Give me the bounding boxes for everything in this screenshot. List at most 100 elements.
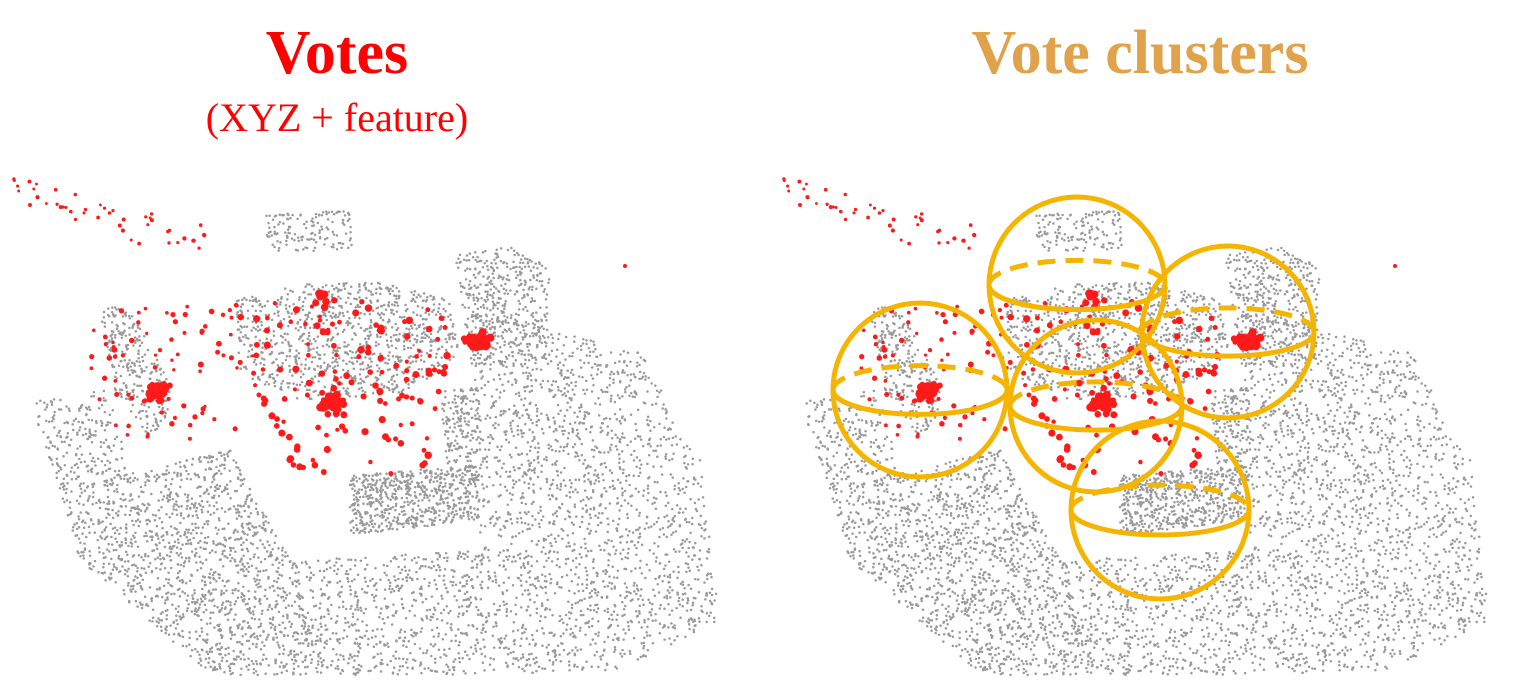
scene-point xyxy=(297,592,300,595)
scene-point xyxy=(280,671,284,674)
scene-point xyxy=(589,482,593,486)
scene-point xyxy=(401,577,405,581)
scene-point xyxy=(582,338,585,341)
scene-point xyxy=(608,502,612,505)
scene-point xyxy=(615,527,618,530)
scene-point xyxy=(269,626,273,629)
scene-point xyxy=(155,473,159,477)
scene-point xyxy=(480,377,483,380)
scene-point xyxy=(178,615,182,618)
scene-point xyxy=(478,466,482,470)
scene-point xyxy=(595,650,599,654)
scene-point xyxy=(179,534,182,538)
scene-point xyxy=(527,459,530,462)
scene-point xyxy=(578,599,582,602)
scene-point xyxy=(457,643,461,647)
scene-point xyxy=(432,612,435,616)
scene-point xyxy=(683,586,686,590)
scene-point xyxy=(479,318,483,322)
scene-point xyxy=(612,545,615,548)
scene-point xyxy=(251,377,254,381)
scene-point xyxy=(656,481,659,484)
scene-point xyxy=(257,375,260,379)
scene-point xyxy=(691,516,694,520)
scene-point xyxy=(359,381,362,385)
scene-point xyxy=(518,557,522,560)
scene-point xyxy=(700,535,703,538)
scene-point xyxy=(583,411,587,414)
scene-point xyxy=(568,397,571,400)
scene-point xyxy=(622,607,626,611)
scene-point xyxy=(256,574,259,577)
scene-point xyxy=(562,479,566,482)
scene-point xyxy=(528,570,532,573)
scene-point xyxy=(618,440,622,444)
scene-point xyxy=(345,362,348,366)
scene-point xyxy=(604,466,608,469)
scene-point xyxy=(609,351,613,354)
scene-point xyxy=(341,669,345,673)
scene-point xyxy=(579,609,583,613)
scene-point xyxy=(610,370,613,374)
scene-point xyxy=(635,592,638,596)
scene-point xyxy=(379,640,382,644)
scene-point xyxy=(582,417,586,420)
scene-point xyxy=(145,474,149,477)
scene-point xyxy=(391,289,394,293)
scene-point xyxy=(225,600,228,603)
scene-point xyxy=(652,522,656,526)
scene-point xyxy=(82,526,86,530)
scene-point xyxy=(437,551,440,555)
scene-point xyxy=(522,562,525,565)
scene-point xyxy=(335,561,338,564)
scene-point xyxy=(597,364,600,367)
scene-point xyxy=(490,395,494,398)
scene-point xyxy=(436,563,440,567)
scene-point xyxy=(491,325,494,329)
scene-point xyxy=(440,356,443,359)
scene-point xyxy=(150,599,153,603)
scene-point xyxy=(310,658,314,661)
scene-point xyxy=(523,669,526,673)
scene-point xyxy=(492,602,496,606)
scene-point xyxy=(239,657,243,661)
scene-point xyxy=(418,567,422,570)
scene-point xyxy=(378,616,381,619)
scene-point xyxy=(443,556,446,560)
scene-point xyxy=(657,576,661,579)
scene-point xyxy=(144,531,148,535)
scene-point xyxy=(357,387,361,391)
scene-point xyxy=(650,608,654,611)
scene-point xyxy=(391,390,395,394)
scene-point xyxy=(546,598,549,602)
scene-point xyxy=(328,365,332,368)
scene-point xyxy=(359,559,363,563)
scene-point xyxy=(424,557,428,561)
scene-point xyxy=(304,313,307,317)
scene-point xyxy=(186,496,189,499)
scene-point xyxy=(255,662,259,666)
scene-point xyxy=(212,540,215,543)
scene-point xyxy=(650,525,653,528)
scene-point xyxy=(354,351,358,354)
scene-point xyxy=(136,576,139,579)
scene-point xyxy=(216,543,220,546)
scene-point xyxy=(554,393,557,397)
scene-point xyxy=(524,550,528,553)
scene-point xyxy=(307,624,310,628)
scene-point xyxy=(440,597,444,600)
scene-point xyxy=(566,369,569,373)
scene-point xyxy=(353,564,357,567)
scene-point xyxy=(616,370,619,374)
scene-point xyxy=(541,586,544,590)
scene-point xyxy=(324,369,328,372)
scene-point xyxy=(597,476,600,479)
scene-point xyxy=(599,655,602,658)
scene-point xyxy=(419,295,422,298)
scene-point xyxy=(642,371,646,375)
scene-point xyxy=(167,571,170,575)
scene-point xyxy=(591,439,595,442)
scene-point xyxy=(647,491,650,495)
scene-point xyxy=(210,460,213,464)
scene-point xyxy=(161,610,164,614)
